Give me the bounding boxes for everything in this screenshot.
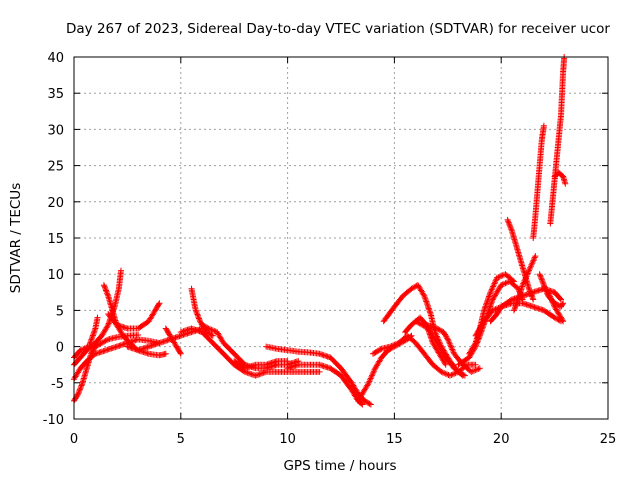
x-tick-label: 20 [493, 432, 510, 447]
data-marker-track [188, 285, 216, 339]
series-track-15 [355, 332, 415, 404]
data-marker-track [355, 332, 415, 404]
data-points [71, 54, 569, 408]
y-tick-label: 15 [47, 232, 64, 247]
y-tick-label: -10 [43, 413, 64, 428]
data-marker-track [177, 325, 323, 379]
data-marker-track [530, 122, 547, 241]
y-tick-label: 20 [47, 196, 64, 211]
series-track-31 [545, 289, 567, 325]
x-tick-label: 5 [177, 432, 185, 447]
x-tick-label: 10 [279, 432, 296, 447]
series-track-30 [551, 169, 569, 187]
data-marker-track [551, 169, 569, 187]
series-track-20 [423, 321, 483, 375]
series-track-09 [188, 285, 216, 339]
y-tick-label: 35 [47, 87, 64, 102]
chart-title: Day 267 of 2023, Sidereal Day-to-day VTE… [66, 21, 610, 37]
x-tick-label: 15 [386, 432, 403, 447]
series-track-27 [530, 122, 547, 241]
series-track-17 [380, 282, 468, 379]
y-tick-label: 25 [47, 160, 64, 175]
x-tick-label: 0 [70, 432, 78, 447]
data-marker-track [547, 54, 568, 227]
y-tick-label: 40 [47, 51, 64, 66]
data-marker-track [504, 216, 537, 303]
series-track-08 [162, 325, 184, 357]
data-marker-track [423, 321, 483, 375]
data-marker-track [231, 358, 291, 372]
y-tick-label: 0 [56, 341, 64, 356]
x-axis-label: GPS time / hours [283, 458, 396, 474]
y-tick-label: 5 [56, 304, 64, 319]
data-marker-track [162, 325, 184, 357]
data-marker-track [380, 282, 468, 379]
series-track-10 [177, 325, 323, 379]
series-track-29 [547, 54, 568, 227]
series-track-26 [511, 253, 539, 314]
y-tick-label: -5 [51, 377, 64, 392]
y-axis-label: SDTVAR / TECUs [8, 183, 24, 293]
y-tick-label: 30 [47, 123, 64, 138]
data-marker-track [105, 300, 163, 332]
y-tick-label: 10 [47, 268, 64, 283]
data-marker-track [511, 253, 539, 314]
series-track-12 [231, 358, 291, 372]
grid-lines [74, 57, 608, 419]
series-track-14 [284, 361, 366, 408]
data-marker-track [545, 289, 567, 325]
x-tick-label: 25 [600, 432, 617, 447]
data-marker-track [284, 361, 366, 408]
series-track-06 [105, 300, 163, 332]
axis-ticks: 0 5 10 15 20 25 -10 -5 0 5 10 15 20 25 30 35 40 [43, 51, 617, 447]
series-track-25 [504, 216, 537, 303]
